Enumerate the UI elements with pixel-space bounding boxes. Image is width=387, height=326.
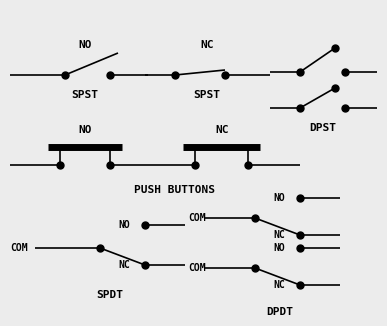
Text: SPST: SPST [72, 90, 99, 100]
Text: SPST: SPST [194, 90, 221, 100]
Text: DPDT: DPDT [267, 307, 293, 317]
Text: COM: COM [10, 243, 27, 253]
Text: NC: NC [273, 280, 285, 290]
Text: DPST: DPST [310, 123, 337, 133]
Text: NO: NO [118, 220, 130, 230]
Text: COM: COM [188, 263, 205, 273]
Text: NO: NO [78, 40, 92, 50]
Text: NC: NC [200, 40, 214, 50]
Text: NO: NO [273, 193, 285, 203]
Text: SPDT: SPDT [96, 290, 123, 300]
Text: NO: NO [78, 125, 92, 135]
Text: NC: NC [273, 230, 285, 240]
Text: NC: NC [215, 125, 229, 135]
Text: NC: NC [118, 260, 130, 270]
Text: NO: NO [273, 243, 285, 253]
Text: COM: COM [188, 213, 205, 223]
Text: PUSH BUTTONS: PUSH BUTTONS [135, 185, 216, 195]
